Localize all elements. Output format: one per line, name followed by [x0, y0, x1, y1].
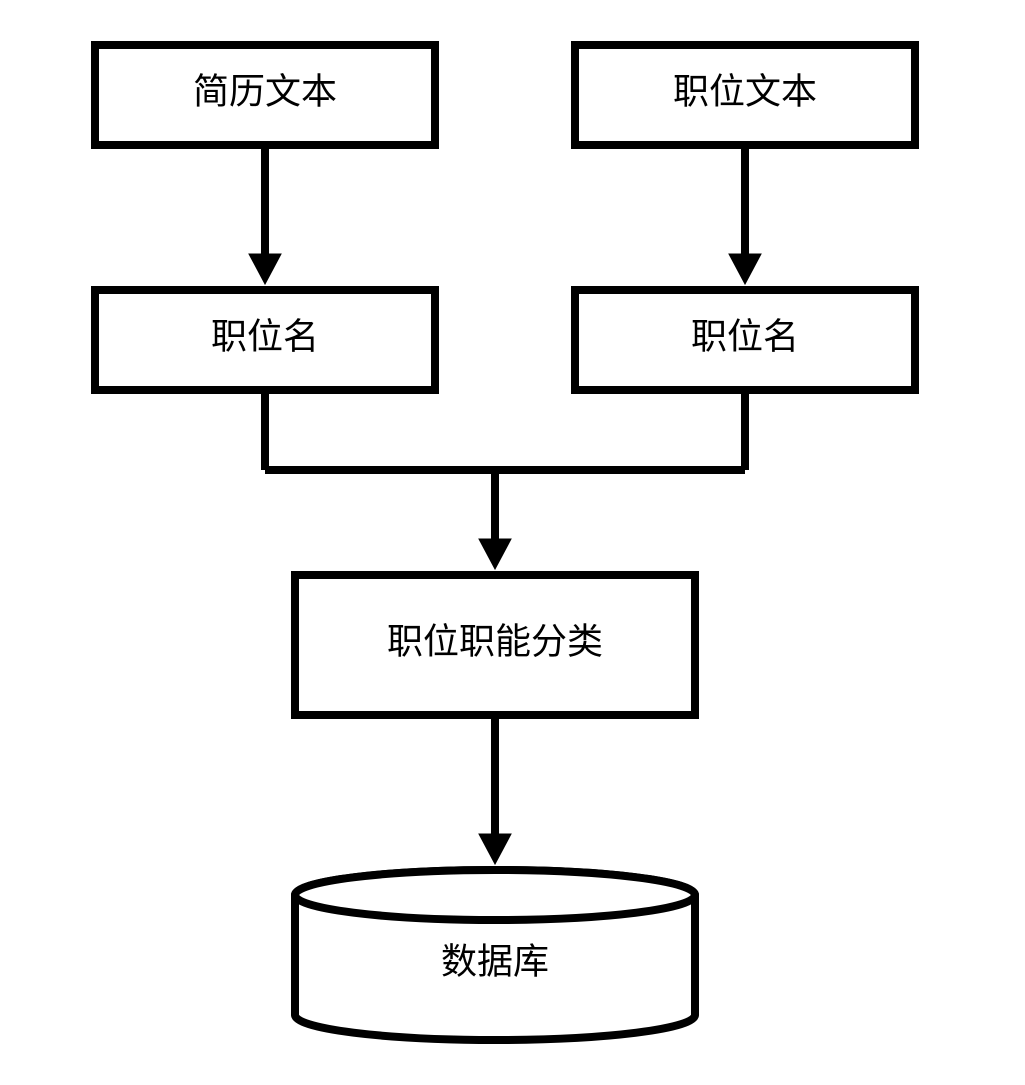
database-cylinder-top: [295, 870, 695, 920]
arrow-head: [479, 539, 511, 569]
database-label: 数据库: [441, 941, 549, 981]
job_name_right-label: 职位名: [691, 316, 799, 356]
classification-label: 职位职能分类: [387, 621, 603, 661]
arrow-head: [729, 254, 761, 284]
resume_text-label: 简历文本: [193, 71, 337, 111]
arrow-head: [249, 254, 281, 284]
arrow-head: [479, 834, 511, 864]
job_text-label: 职位文本: [673, 71, 817, 111]
job_name_left-label: 职位名: [211, 316, 319, 356]
